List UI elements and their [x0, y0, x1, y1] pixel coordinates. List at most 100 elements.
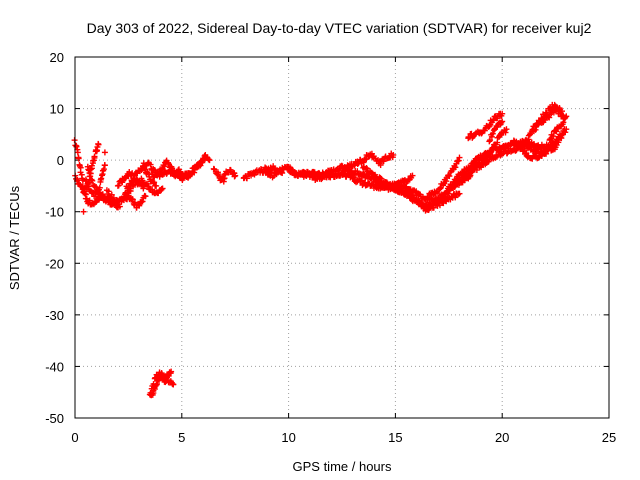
- data-point: [363, 164, 370, 171]
- data-point: [452, 194, 459, 201]
- data-point: [502, 129, 509, 136]
- data-point: [452, 164, 459, 171]
- data-point: [87, 173, 94, 180]
- data-point: [477, 161, 484, 168]
- data-point: [94, 188, 101, 195]
- data-point: [153, 182, 160, 189]
- data-point: [560, 119, 567, 126]
- data-point: [86, 197, 93, 204]
- data-point: [455, 157, 462, 164]
- data-point: [563, 113, 570, 120]
- data-point: [456, 190, 463, 197]
- data-point: [434, 200, 441, 207]
- data-point: [123, 192, 130, 199]
- data-point: [446, 173, 453, 180]
- data-point: [96, 184, 103, 191]
- x-tick-label: 20: [495, 430, 509, 445]
- data-point: [201, 152, 208, 159]
- data-point: [408, 193, 415, 200]
- x-tick-label: 0: [71, 430, 78, 445]
- data-point: [279, 170, 286, 177]
- data-point: [101, 162, 108, 169]
- data-point: [147, 161, 154, 168]
- y-tick-label: -20: [45, 256, 64, 271]
- data-point: [562, 129, 569, 136]
- data-point: [142, 193, 149, 200]
- data-point: [85, 166, 92, 173]
- data-point: [158, 166, 165, 173]
- data-point: [499, 118, 506, 125]
- data-point: [360, 170, 367, 177]
- data-point: [559, 131, 566, 138]
- data-point: [489, 130, 496, 137]
- data-point: [354, 161, 361, 168]
- data-point: [440, 181, 447, 188]
- data-point: [188, 170, 195, 177]
- data-point: [486, 138, 493, 145]
- data-point: [75, 155, 82, 162]
- x-tick-label: 10: [281, 430, 295, 445]
- data-point: [127, 185, 134, 192]
- data-point: [562, 114, 569, 121]
- y-tick-label: -10: [45, 205, 64, 220]
- data-point: [418, 202, 425, 209]
- y-tick-label: -40: [45, 359, 64, 374]
- data-point: [74, 149, 81, 156]
- data-point: [456, 154, 463, 161]
- data-point: [503, 126, 510, 133]
- data-point: [380, 158, 387, 165]
- data-point: [543, 109, 550, 116]
- data-point: [98, 175, 105, 182]
- data-point: [155, 171, 162, 178]
- data-point: [159, 185, 166, 192]
- data-point: [532, 126, 539, 133]
- data-point: [546, 114, 553, 121]
- x-axis-label: GPS time / hours: [293, 459, 392, 474]
- data-point: [119, 196, 126, 203]
- y-axis-label: SDTVAR / TECUs: [7, 185, 22, 290]
- data-point: [101, 149, 108, 156]
- data-point: [73, 143, 80, 150]
- data-point: [559, 112, 566, 119]
- data-point: [487, 137, 494, 144]
- data-point: [490, 116, 497, 123]
- y-tick-label: 0: [57, 153, 64, 168]
- data-point: [95, 141, 102, 148]
- data-point: [555, 139, 562, 146]
- data-point: [232, 172, 239, 179]
- data-point: [318, 176, 325, 183]
- y-tick-label: 20: [50, 50, 64, 65]
- data-point: [535, 146, 542, 153]
- data-point: [116, 203, 123, 210]
- data-point: [351, 162, 358, 169]
- data-point: [550, 133, 557, 140]
- data-point: [311, 172, 318, 179]
- data-point: [139, 198, 146, 205]
- data-point: [202, 151, 209, 158]
- data-point: [240, 175, 247, 182]
- data-point: [150, 381, 157, 388]
- data-point: [409, 172, 416, 179]
- data-point: [488, 133, 495, 140]
- data-point: [91, 153, 98, 160]
- data-point: [86, 170, 93, 177]
- y-tick-label: -30: [45, 308, 64, 323]
- data-point: [206, 157, 213, 164]
- x-tick-label: 5: [178, 430, 185, 445]
- data-point: [377, 175, 384, 182]
- data-points: [71, 101, 570, 399]
- data-point: [430, 204, 437, 211]
- data-point: [499, 110, 506, 117]
- data-point: [136, 202, 143, 209]
- data-point: [131, 199, 138, 206]
- data-point: [151, 179, 158, 186]
- x-axis-ticks: 0 5 10 15 20 25: [71, 57, 616, 445]
- data-point: [88, 176, 95, 183]
- data-point: [118, 197, 125, 204]
- data-point: [77, 183, 84, 190]
- data-point: [80, 208, 87, 215]
- data-point: [115, 182, 122, 189]
- y-axis-ticks: 20 10 0 -10 -20 -30 -40 -50: [45, 50, 609, 426]
- plot-frame: [74, 56, 610, 419]
